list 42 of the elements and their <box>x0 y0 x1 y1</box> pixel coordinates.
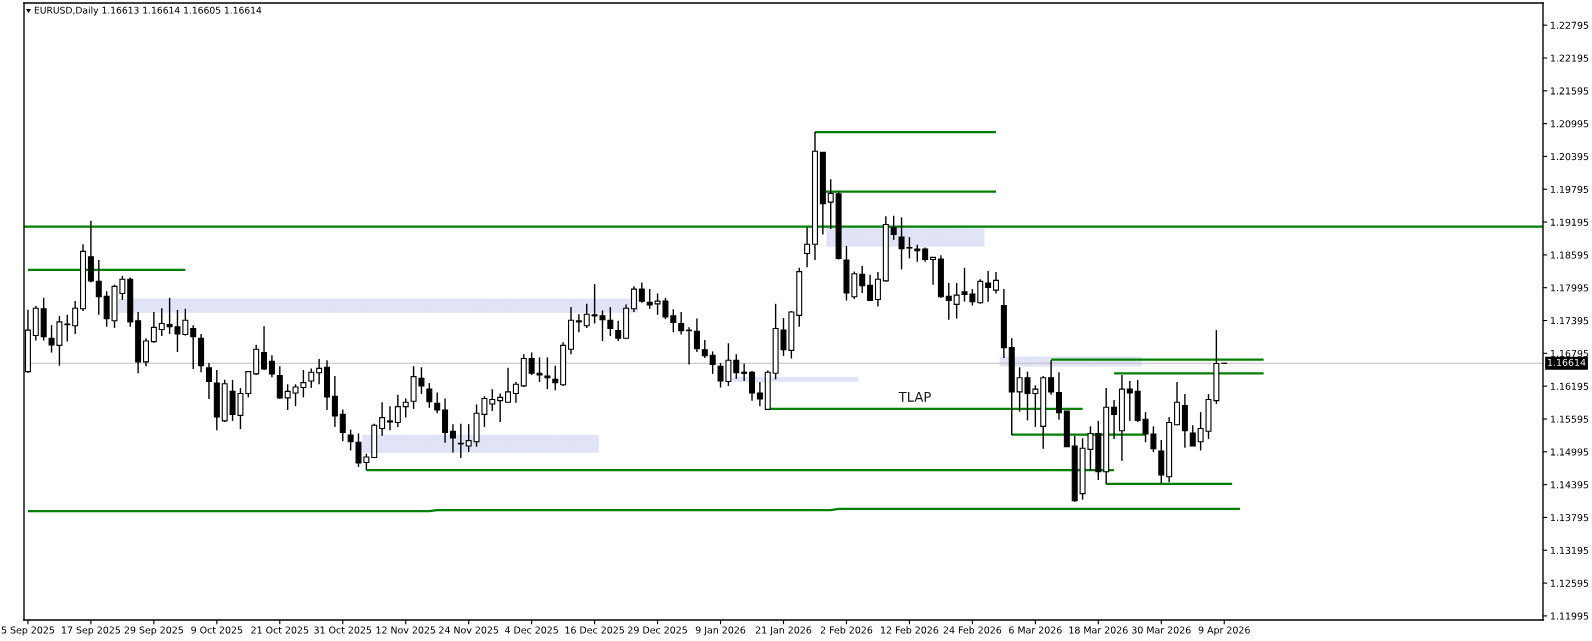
y-tick-label: 1.18595 <box>1550 251 1589 259</box>
x-tick-label: 30 Mar 2026 <box>1132 626 1191 634</box>
y-tick-label: 1.19195 <box>1550 218 1589 226</box>
y-tick-label: 1.16195 <box>1550 382 1589 390</box>
y-tick-label: 1.15595 <box>1550 415 1589 423</box>
annotation: TLAP <box>898 392 931 402</box>
y-tick-label: 1.11995 <box>1550 612 1589 620</box>
y-tick-label: 1.22795 <box>1550 21 1589 29</box>
x-tick-label: 29 Sep 2025 <box>124 626 183 636</box>
x-tick-label: 6 Mar 2026 <box>1009 626 1062 634</box>
y-tick-label: 1.13795 <box>1550 514 1589 522</box>
x-tick-label: 21 Oct 2025 <box>251 626 309 634</box>
x-tick-label: 24 Nov 2025 <box>439 626 499 634</box>
x-tick-label: 18 Mar 2026 <box>1069 626 1128 634</box>
x-tick-label: 29 Dec 2025 <box>628 626 687 634</box>
y-tick-label: 1.20395 <box>1550 153 1589 161</box>
ref-line-label: 1.16614 <box>1548 358 1586 366</box>
y-tick-label: 1.16795 <box>1550 349 1589 358</box>
y-tick-label: 1.17395 <box>1550 317 1589 325</box>
y-tick-label: 1.13195 <box>1550 546 1589 554</box>
x-tick-label: 16 Dec 2025 <box>565 626 624 634</box>
x-tick-label: 24 Feb 2026 <box>943 626 1002 634</box>
y-tick-label: 1.17995 <box>1550 284 1589 292</box>
y-tick-label: 1.20995 <box>1550 120 1589 128</box>
y-tick-label: 1.21595 <box>1550 87 1589 95</box>
y-tick-label: 1.12595 <box>1550 579 1589 587</box>
x-tick-label: 9 Jan 2026 <box>695 626 746 636</box>
x-tick-label: 31 Oct 2025 <box>314 626 372 634</box>
x-tick-label: 4 Dec 2025 <box>504 626 558 634</box>
x-tick-label: 12 Nov 2025 <box>376 626 436 634</box>
x-tick-label: 21 Jan 2026 <box>755 626 812 636</box>
x-tick-label: 9 Oct 2025 <box>191 626 243 634</box>
y-tick-label: 1.14995 <box>1550 448 1589 456</box>
x-tick-label: 9 Apr 2026 <box>1198 626 1250 636</box>
chart-title: EURUSD,Daily 1.16613 1.16614 1.16605 1.16614 <box>34 6 262 16</box>
x-tick-label: 2 Feb 2026 <box>820 626 873 634</box>
y-tick-label: 1.14395 <box>1550 481 1589 489</box>
x-tick-label: 12 Feb 2026 <box>881 626 939 634</box>
x-tick-label: 17 Sep 2025 <box>62 626 120 636</box>
x-tick-label: 5 Sep 2025 <box>1 626 55 636</box>
y-tick-label: 1.19795 <box>1550 185 1589 193</box>
y-tick-label: 1.22195 <box>1550 54 1589 62</box>
